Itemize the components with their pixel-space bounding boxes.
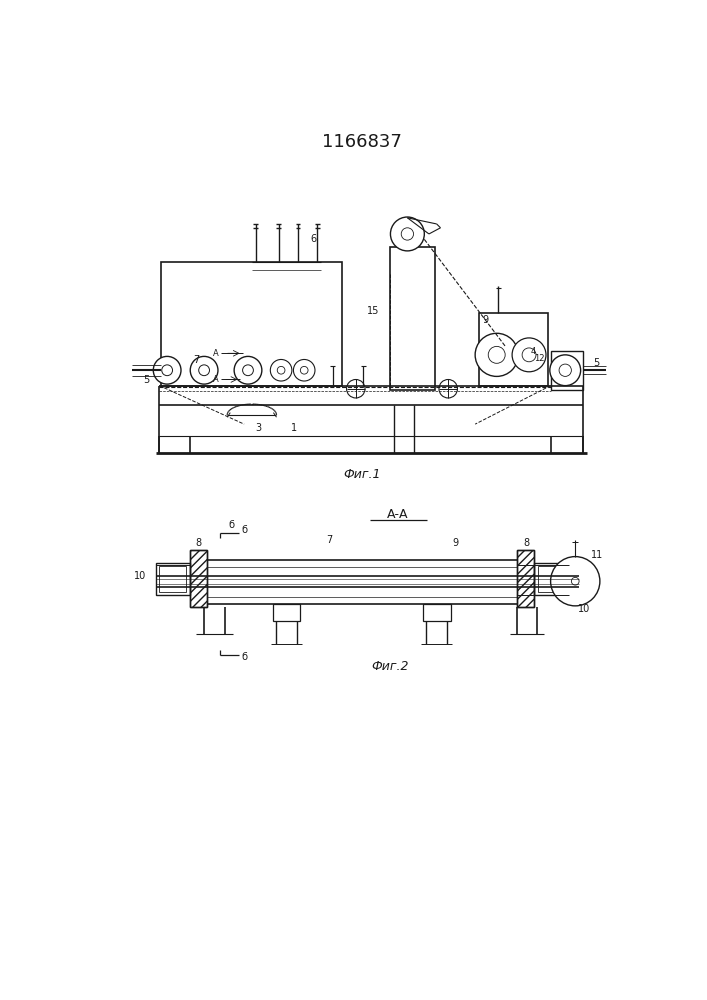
Text: 10: 10 <box>134 571 146 581</box>
Text: 8: 8 <box>524 538 530 548</box>
Text: А: А <box>213 349 218 358</box>
Text: А: А <box>213 375 218 384</box>
Text: 11: 11 <box>590 550 603 560</box>
Bar <box>551 351 583 389</box>
Text: б: б <box>242 652 248 662</box>
Text: 1: 1 <box>291 423 297 433</box>
Circle shape <box>489 346 506 363</box>
Circle shape <box>551 557 600 606</box>
Bar <box>538 566 565 592</box>
Bar <box>518 550 534 607</box>
Circle shape <box>300 366 308 374</box>
Circle shape <box>571 577 579 585</box>
Text: 5: 5 <box>144 375 149 385</box>
Circle shape <box>402 228 414 240</box>
Bar <box>390 247 435 389</box>
Bar <box>190 550 207 607</box>
Bar <box>518 550 534 607</box>
Text: 9: 9 <box>452 538 459 548</box>
Text: 15: 15 <box>366 306 379 316</box>
Text: 5: 5 <box>594 358 600 368</box>
Circle shape <box>346 379 365 398</box>
Circle shape <box>153 356 181 384</box>
Circle shape <box>439 379 457 398</box>
Text: 4: 4 <box>531 347 537 356</box>
Circle shape <box>243 365 253 376</box>
Text: Фиг.2: Фиг.2 <box>372 660 409 673</box>
Circle shape <box>475 333 518 376</box>
Circle shape <box>270 359 292 381</box>
Text: 12: 12 <box>534 354 544 363</box>
Bar <box>534 563 569 595</box>
Circle shape <box>512 338 546 372</box>
Circle shape <box>293 359 315 381</box>
Text: 10: 10 <box>578 604 590 614</box>
Text: Фиг.1: Фиг.1 <box>343 468 380 481</box>
Circle shape <box>162 365 173 376</box>
Bar <box>479 312 549 386</box>
Circle shape <box>190 356 218 384</box>
Text: б: б <box>242 525 248 535</box>
Text: 1166837: 1166837 <box>322 133 402 151</box>
Text: 8: 8 <box>195 538 201 548</box>
Text: 3: 3 <box>255 423 261 433</box>
Bar <box>423 604 450 620</box>
Bar <box>156 563 190 595</box>
Text: 6: 6 <box>310 234 317 244</box>
Circle shape <box>550 355 580 386</box>
Text: А-А: А-А <box>387 508 409 521</box>
Text: 9: 9 <box>482 315 489 325</box>
Text: 7: 7 <box>193 355 199 365</box>
Circle shape <box>390 217 424 251</box>
Text: б: б <box>228 520 234 530</box>
Text: 7: 7 <box>326 535 332 545</box>
Circle shape <box>559 364 571 376</box>
Bar <box>161 262 342 386</box>
Bar <box>190 550 207 607</box>
Circle shape <box>199 365 209 376</box>
Circle shape <box>522 348 536 362</box>
Bar <box>160 566 187 592</box>
Circle shape <box>234 356 262 384</box>
Circle shape <box>277 366 285 374</box>
Bar <box>273 604 300 620</box>
